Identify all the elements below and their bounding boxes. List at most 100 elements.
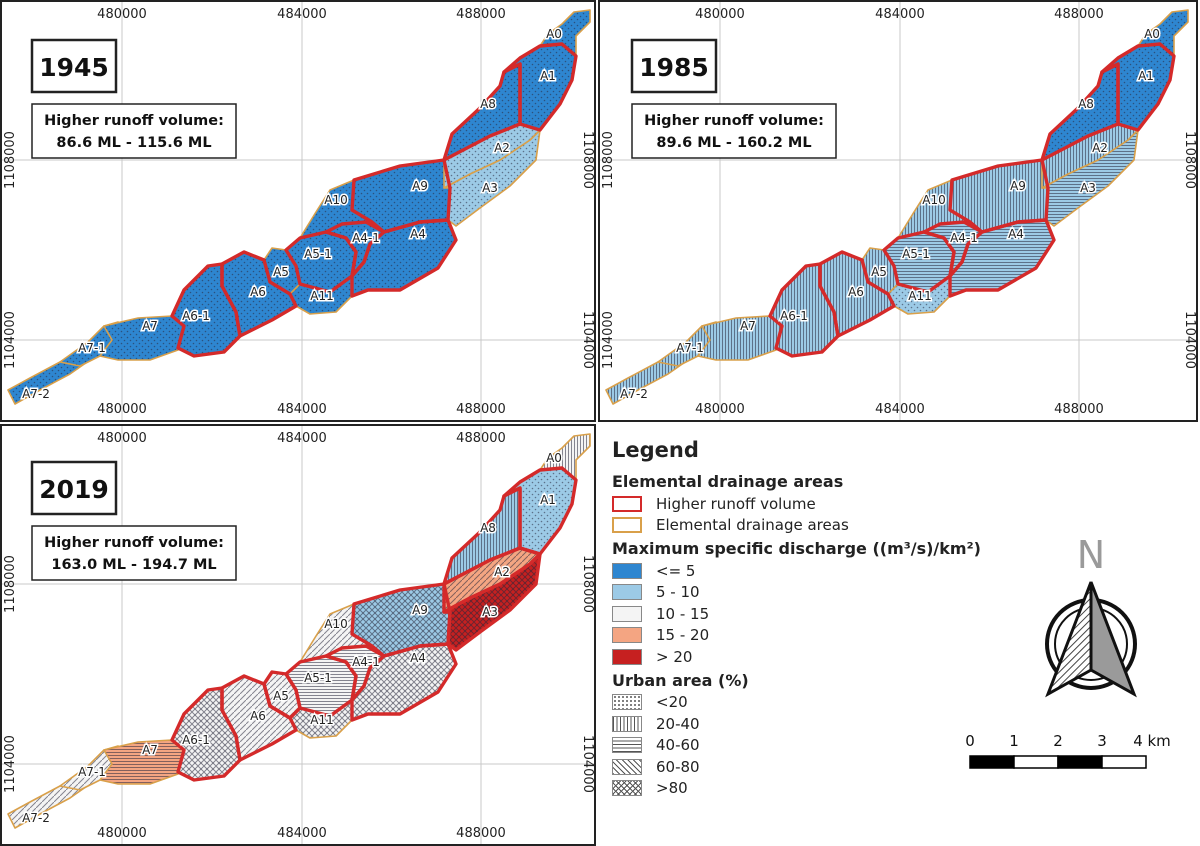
y-coord-label-left: 1104000 (3, 311, 18, 369)
legend-urban-item: >80 (612, 778, 1032, 800)
area-label-a7-1: A7-1 (78, 765, 106, 779)
scale-tick-label: 0 (965, 732, 975, 750)
area-label-a9: A9 (412, 603, 428, 617)
area-label-a1: A1 (540, 493, 556, 507)
runoff-range: 163.0 ML - 194.7 ML (51, 557, 216, 573)
x-coord-label-top: 484000 (277, 431, 327, 446)
map-panel-1985: 480000 480000 484000 484000 488000 488000 1108… (598, 0, 1198, 422)
area-label-a4-1: A4-1 (352, 655, 380, 669)
scale-tick-label: 2 (1053, 732, 1063, 750)
area-label-a5: A5 (273, 689, 289, 703)
x-coord-label-bottom: 484000 (277, 402, 327, 417)
legend-urban-swatch (612, 780, 642, 797)
area-higher-outline-a9 (350, 582, 452, 658)
area-label-a10: A10 (324, 617, 347, 631)
area-label-a7: A7 (142, 743, 158, 757)
area-label-a5-1: A5-1 (304, 247, 332, 261)
legend-urban-item: 20-40 (612, 713, 1032, 735)
year-label: 1985 (639, 53, 709, 82)
legend-urban-swatch (612, 758, 642, 775)
area-label-a6: A6 (250, 709, 266, 723)
legend-discharge-item: > 20 (612, 646, 1032, 668)
legend-discharge-item: <= 5 (612, 560, 1032, 582)
y-coord-label-right: 1108000 (1182, 131, 1197, 189)
x-coord-label-bottom: 488000 (456, 402, 506, 417)
year-box: 2019 (30, 460, 118, 516)
runoff-info-box: Higher runoff volume: 86.6 ML - 115.6 ML (31, 103, 237, 159)
x-coord-label-top: 488000 (1054, 7, 1104, 22)
x-coord-label-bottom: 480000 (97, 402, 147, 417)
area-label-a11: A11 (908, 289, 931, 303)
north-arrow: N (1045, 533, 1137, 698)
area-label-a6-1: A6-1 (780, 309, 808, 323)
north-label: N (1077, 533, 1105, 577)
x-coord-label-bottom: 480000 (97, 826, 147, 841)
year-box: 1985 (630, 38, 718, 94)
area-label-a0: A0 (546, 27, 562, 41)
area-label-a7: A7 (142, 319, 158, 333)
area-label-a7-2: A7-2 (620, 387, 648, 401)
area-label-a8: A8 (480, 97, 496, 111)
x-coord-label-bottom: 484000 (277, 826, 327, 841)
legend-urban-item: 40-60 (612, 735, 1032, 757)
legend-discharge-item: 10 - 15 (612, 603, 1032, 625)
legend-urban-label: >80 (656, 779, 688, 798)
area-label-a11: A11 (310, 289, 333, 303)
scale-segment (969, 755, 1015, 769)
y-coord-label-right: 1104000 (1182, 311, 1197, 369)
x-coord-label-top: 488000 (456, 7, 506, 22)
area-higher-outline-a1 (1100, 42, 1176, 132)
x-coord-label-bottom: 480000 (695, 402, 745, 417)
scale-bar: 0 1 2 3 4 km (965, 732, 1171, 769)
legend-urban-title: Urban area (%) (612, 670, 749, 690)
legend-urban-swatch (612, 694, 642, 711)
area-label-a6-1: A6-1 (182, 733, 210, 747)
map-panel-1945: 480000 480000 484000 484000 488000 488000 1108… (0, 0, 596, 422)
area-label-a8: A8 (1078, 97, 1094, 111)
area-label-a4-1: A4-1 (950, 231, 978, 245)
area-label-a6: A6 (250, 285, 266, 299)
runoff-title: Higher runoff volume: (44, 113, 224, 129)
legend-discharge-label: 10 - 15 (656, 604, 710, 623)
area-higher-outline-a9 (948, 158, 1050, 234)
legend-label-elemental: Elemental drainage areas (656, 516, 849, 535)
area-label-a4-1: A4-1 (352, 231, 380, 245)
scale-tick-label: 3 (1097, 732, 1107, 750)
area-label-a10: A10 (324, 193, 347, 207)
y-coord-label-right: 1104000 (580, 311, 595, 369)
legend-discharge-swatch (612, 562, 642, 579)
legend-discharge-label: 5 - 10 (656, 583, 700, 602)
legend-urban-label: 60-80 (656, 757, 700, 776)
legend-urban-label: 40-60 (656, 736, 700, 755)
y-coord-label-left: 1108000 (3, 131, 18, 189)
area-label-a7-1: A7-1 (78, 341, 106, 355)
area-label-a7-2: A7-2 (22, 387, 50, 401)
legend-discharge-item: 5 - 10 (612, 582, 1032, 604)
area-label-a7: A7 (740, 319, 756, 333)
area-label-a5: A5 (871, 265, 887, 279)
y-coord-label-right: 1108000 (580, 131, 595, 189)
year-box: 1945 (30, 38, 118, 94)
scale-segment (1057, 755, 1103, 769)
x-coord-label-top: 488000 (456, 431, 506, 446)
area-label-a0: A0 (1144, 27, 1160, 41)
x-coord-label-top: 480000 (97, 431, 147, 446)
area-label-a2: A2 (1092, 141, 1108, 155)
area-label-a5-1: A5-1 (902, 247, 930, 261)
legend-discharge-label: <= 5 (656, 561, 696, 580)
area-label-a0: A0 (546, 451, 562, 465)
legend: Legend Elemental drainage areas Higher r… (612, 438, 1032, 799)
y-coord-label-left: 1104000 (601, 311, 616, 369)
legend-discharge-label: 15 - 20 (656, 626, 710, 645)
area-label-a5-1: A5-1 (304, 671, 332, 685)
drainage-areas: A7-2 A7-1 A7 A6-1 A6 A5 A5-1 A11 A4-1 A4 A10 A9 A3 A2… (605, 9, 1189, 405)
area-label-a9: A9 (412, 179, 428, 193)
area-label-a7-1: A7-1 (676, 341, 704, 355)
x-coord-label-bottom: 484000 (875, 402, 925, 417)
area-label-a2: A2 (494, 141, 510, 155)
area-label-a3: A3 (482, 181, 498, 195)
legend-swatch-higher-runoff (612, 495, 642, 512)
legend-title: Legend (612, 438, 699, 462)
area-higher-outline-a1 (502, 466, 578, 556)
